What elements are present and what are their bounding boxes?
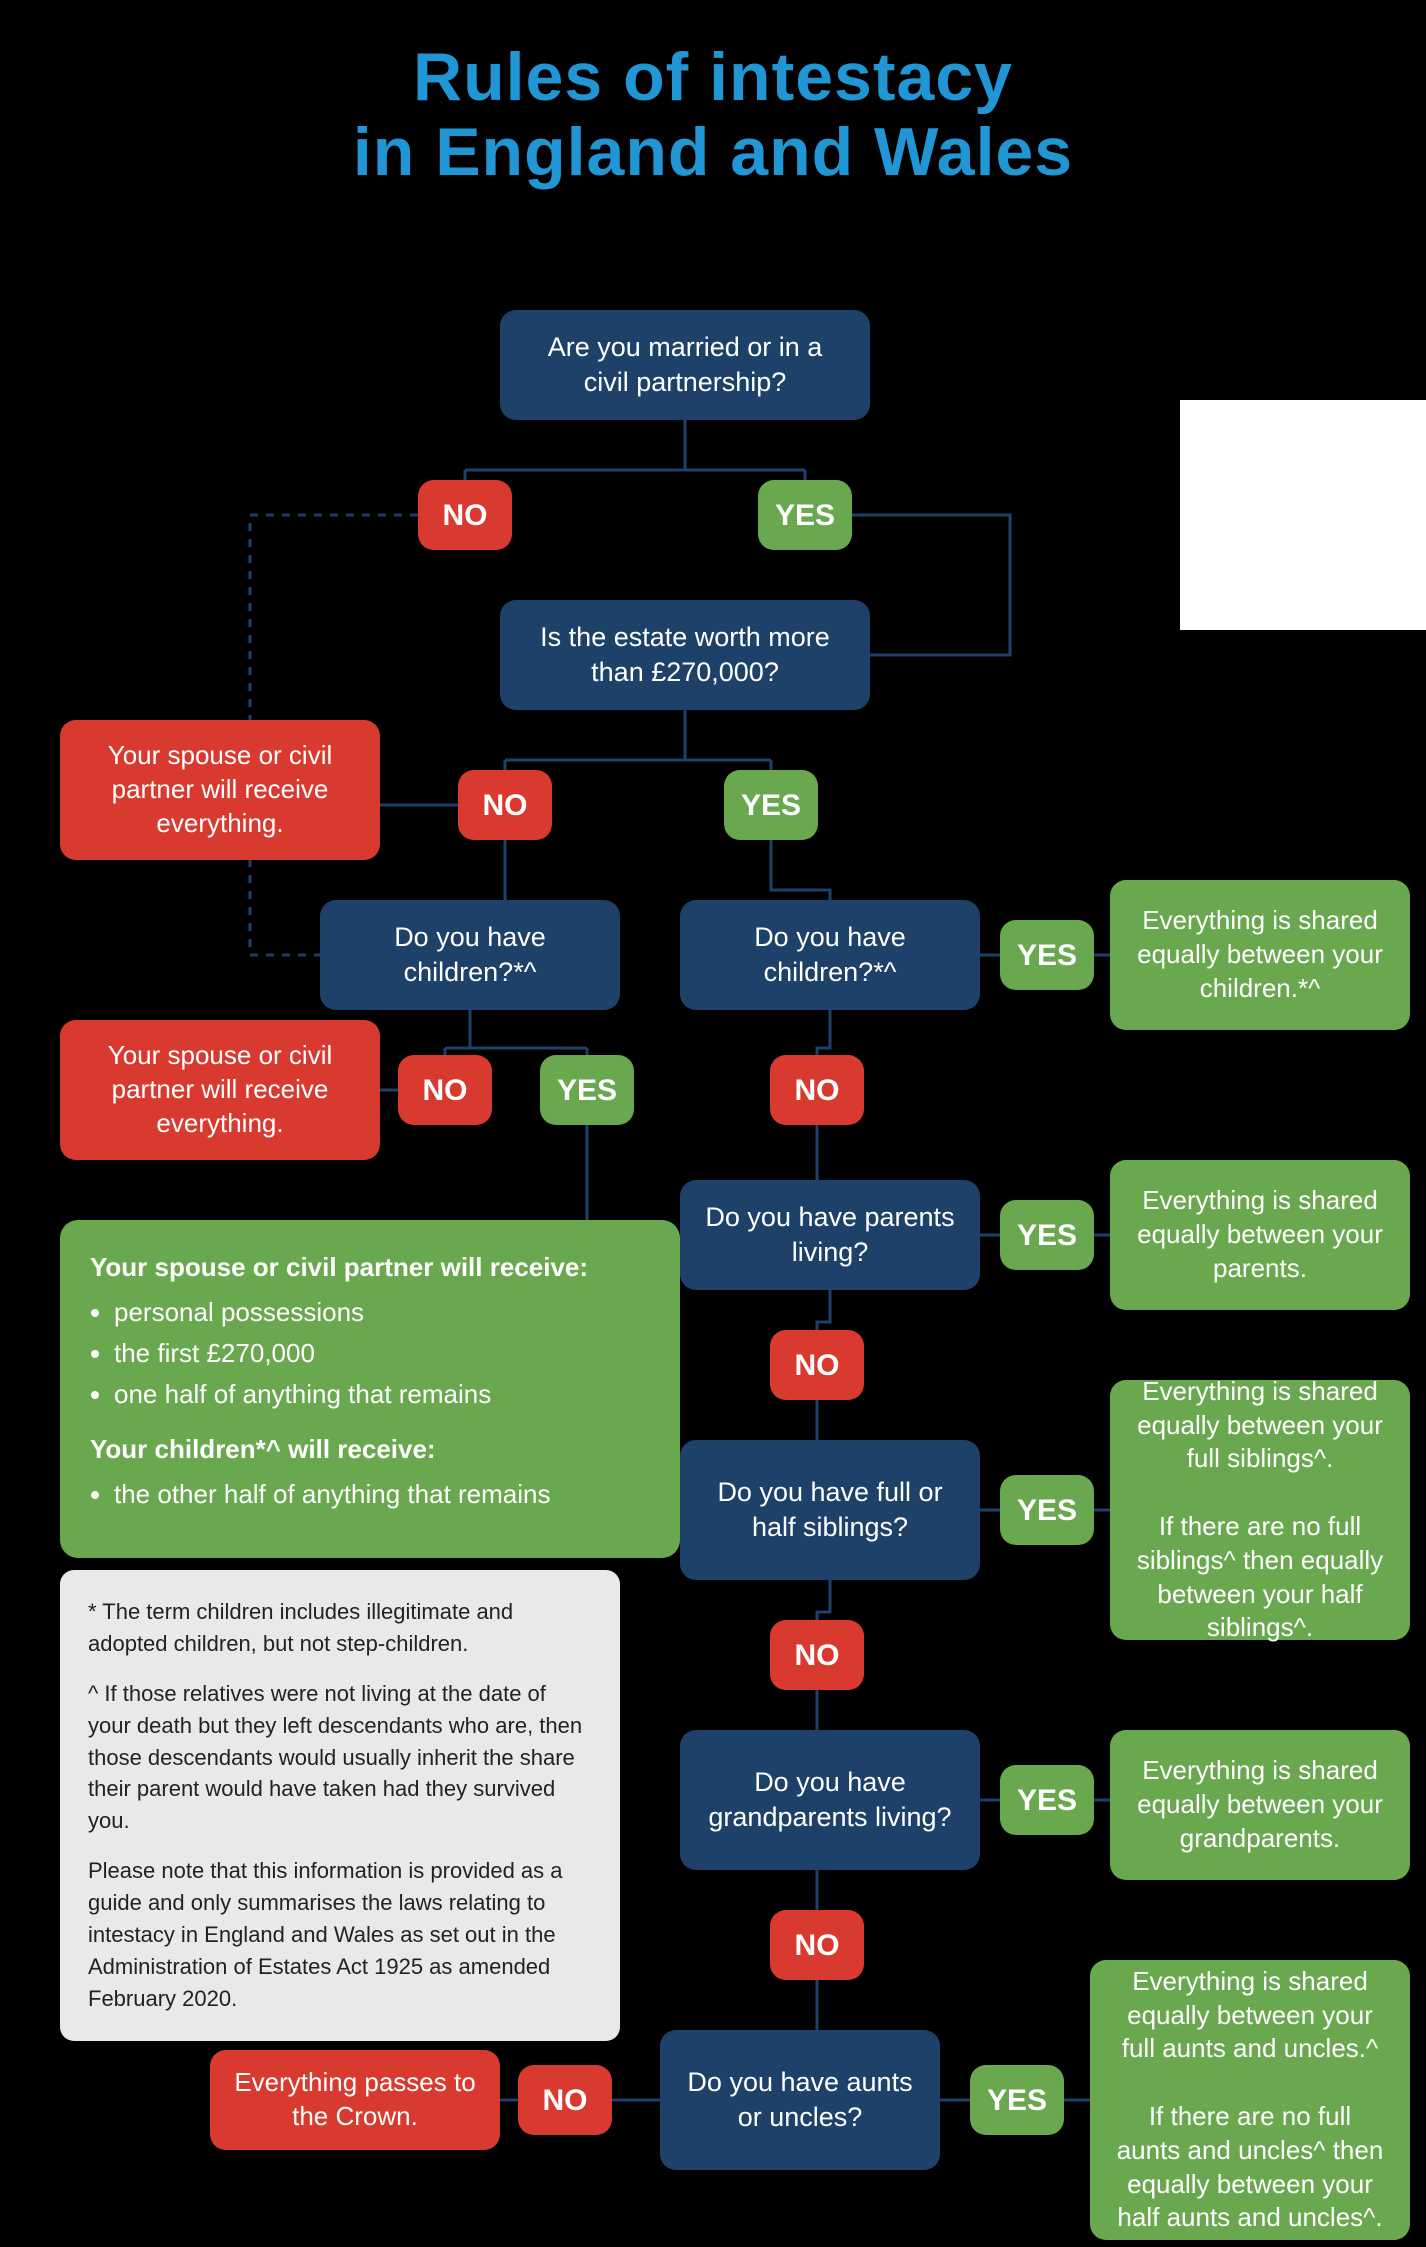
title-line-1: Rules of intestacy — [413, 39, 1013, 115]
split-heading-2: Your children*^ will receive: — [90, 1430, 650, 1469]
outcome-children: Everything is shared equally between you… — [1110, 880, 1410, 1030]
title-line-2: in England and Wales — [353, 114, 1073, 190]
outcome-text: Everything is shared equally between you… — [1134, 1184, 1386, 1285]
question-estate: Is the estate worth more than £270,000? — [500, 600, 870, 710]
decorative-white-block — [1180, 400, 1426, 630]
outcome-text: Your spouse or civil partner will receiv… — [84, 739, 356, 840]
split-list-1: personal possessions the first £270,000 … — [90, 1293, 650, 1414]
footnote-p3: Please note that this information is pro… — [88, 1855, 592, 2014]
outcome-grandparents: Everything is shared equally between you… — [1110, 1730, 1410, 1880]
split-bullet: the first £270,000 — [114, 1334, 650, 1373]
no-aunts: NO — [518, 2065, 612, 2135]
yes-siblings: YES — [1000, 1475, 1094, 1545]
question-aunts-text: Do you have aunts or uncles? — [684, 2065, 916, 2135]
question-children-right-text: Do you have children?*^ — [704, 920, 956, 990]
outcome-split: Your spouse or civil partner will receiv… — [60, 1220, 680, 1558]
question-aunts: Do you have aunts or uncles? — [660, 2030, 940, 2170]
outcome-parents: Everything is shared equally between you… — [1110, 1160, 1410, 1310]
yes-label: YES — [775, 496, 835, 535]
split-bullet: the other half of anything that remains — [114, 1475, 650, 1514]
split-heading-1: Your spouse or civil partner will receiv… — [90, 1248, 650, 1287]
outcome-spouse-everything-1: Your spouse or civil partner will receiv… — [60, 720, 380, 860]
outcome-text: Everything is shared equally between you… — [1134, 1754, 1386, 1855]
yes-grandparents: YES — [1000, 1765, 1094, 1835]
no-label: NO — [795, 1926, 840, 1965]
no-label: NO — [795, 1346, 840, 1385]
split-list-2: the other half of anything that remains — [90, 1475, 650, 1514]
question-children-right: Do you have children?*^ — [680, 900, 980, 1010]
no-parents: NO — [770, 1330, 864, 1400]
yes-label: YES — [1017, 1216, 1077, 1255]
outcome-aunts: Everything is shared equally between you… — [1090, 1960, 1410, 2240]
no-estate: NO — [458, 770, 552, 840]
outcome-text: Everything is shared equally between you… — [1134, 904, 1386, 1005]
question-siblings: Do you have full or half siblings? — [680, 1440, 980, 1580]
yes-label: YES — [1017, 1781, 1077, 1820]
question-children-left: Do you have children?*^ — [320, 900, 620, 1010]
no-label: NO — [423, 1071, 468, 1110]
outcome-crown: Everything passes to the Crown. — [210, 2050, 500, 2150]
question-children-left-text: Do you have children?*^ — [344, 920, 596, 990]
no-siblings: NO — [770, 1620, 864, 1690]
yes-label: YES — [1017, 1491, 1077, 1530]
outcome-text: Your spouse or civil partner will receiv… — [84, 1039, 356, 1140]
footnote-box: * The term children includes illegitimat… — [60, 1570, 620, 2041]
yes-parents: YES — [1000, 1200, 1094, 1270]
outcome-text: Everything passes to the Crown. — [234, 2066, 476, 2134]
question-married: Are you married or in a civil partnershi… — [500, 310, 870, 420]
outcome-spouse-everything-2: Your spouse or civil partner will receiv… — [60, 1020, 380, 1160]
footnote-p1: * The term children includes illegitimat… — [88, 1596, 592, 1660]
question-grandparents-text: Do you have grandparents living? — [704, 1765, 956, 1835]
no-grandparents: NO — [770, 1910, 864, 1980]
split-bullet: one half of anything that remains — [114, 1375, 650, 1414]
question-parents: Do you have parents living? — [680, 1180, 980, 1290]
yes-children-right: YES — [1000, 920, 1094, 990]
yes-label: YES — [557, 1071, 617, 1110]
split-bullet: personal possessions — [114, 1293, 650, 1332]
no-label: NO — [795, 1636, 840, 1675]
question-married-text: Are you married or in a civil partnershi… — [524, 330, 846, 400]
no-label: NO — [443, 496, 488, 535]
flowchart-page: Rules of intestacy in England and Wales — [0, 0, 1426, 2247]
yes-children-left: YES — [540, 1055, 634, 1125]
no-label: NO — [543, 2081, 588, 2120]
question-estate-text: Is the estate worth more than £270,000? — [524, 620, 846, 690]
question-grandparents: Do you have grandparents living? — [680, 1730, 980, 1870]
yes-label: YES — [1017, 936, 1077, 975]
outcome-text: Everything is shared equally between you… — [1114, 1965, 1386, 2235]
no-married: NO — [418, 480, 512, 550]
page-title: Rules of intestacy in England and Wales — [0, 0, 1426, 190]
no-label: NO — [795, 1071, 840, 1110]
no-label: NO — [483, 786, 528, 825]
no-children-left: NO — [398, 1055, 492, 1125]
question-siblings-text: Do you have full or half siblings? — [704, 1475, 956, 1545]
yes-label: YES — [987, 2081, 1047, 2120]
yes-label: YES — [741, 786, 801, 825]
yes-aunts: YES — [970, 2065, 1064, 2135]
outcome-siblings: Everything is shared equally between you… — [1110, 1380, 1410, 1640]
yes-estate: YES — [724, 770, 818, 840]
question-parents-text: Do you have parents living? — [704, 1200, 956, 1270]
no-children-right: NO — [770, 1055, 864, 1125]
footnote-p2: ^ If those relatives were not living at … — [88, 1678, 592, 1837]
yes-married: YES — [758, 480, 852, 550]
outcome-text: Everything is shared equally between you… — [1134, 1375, 1386, 1645]
